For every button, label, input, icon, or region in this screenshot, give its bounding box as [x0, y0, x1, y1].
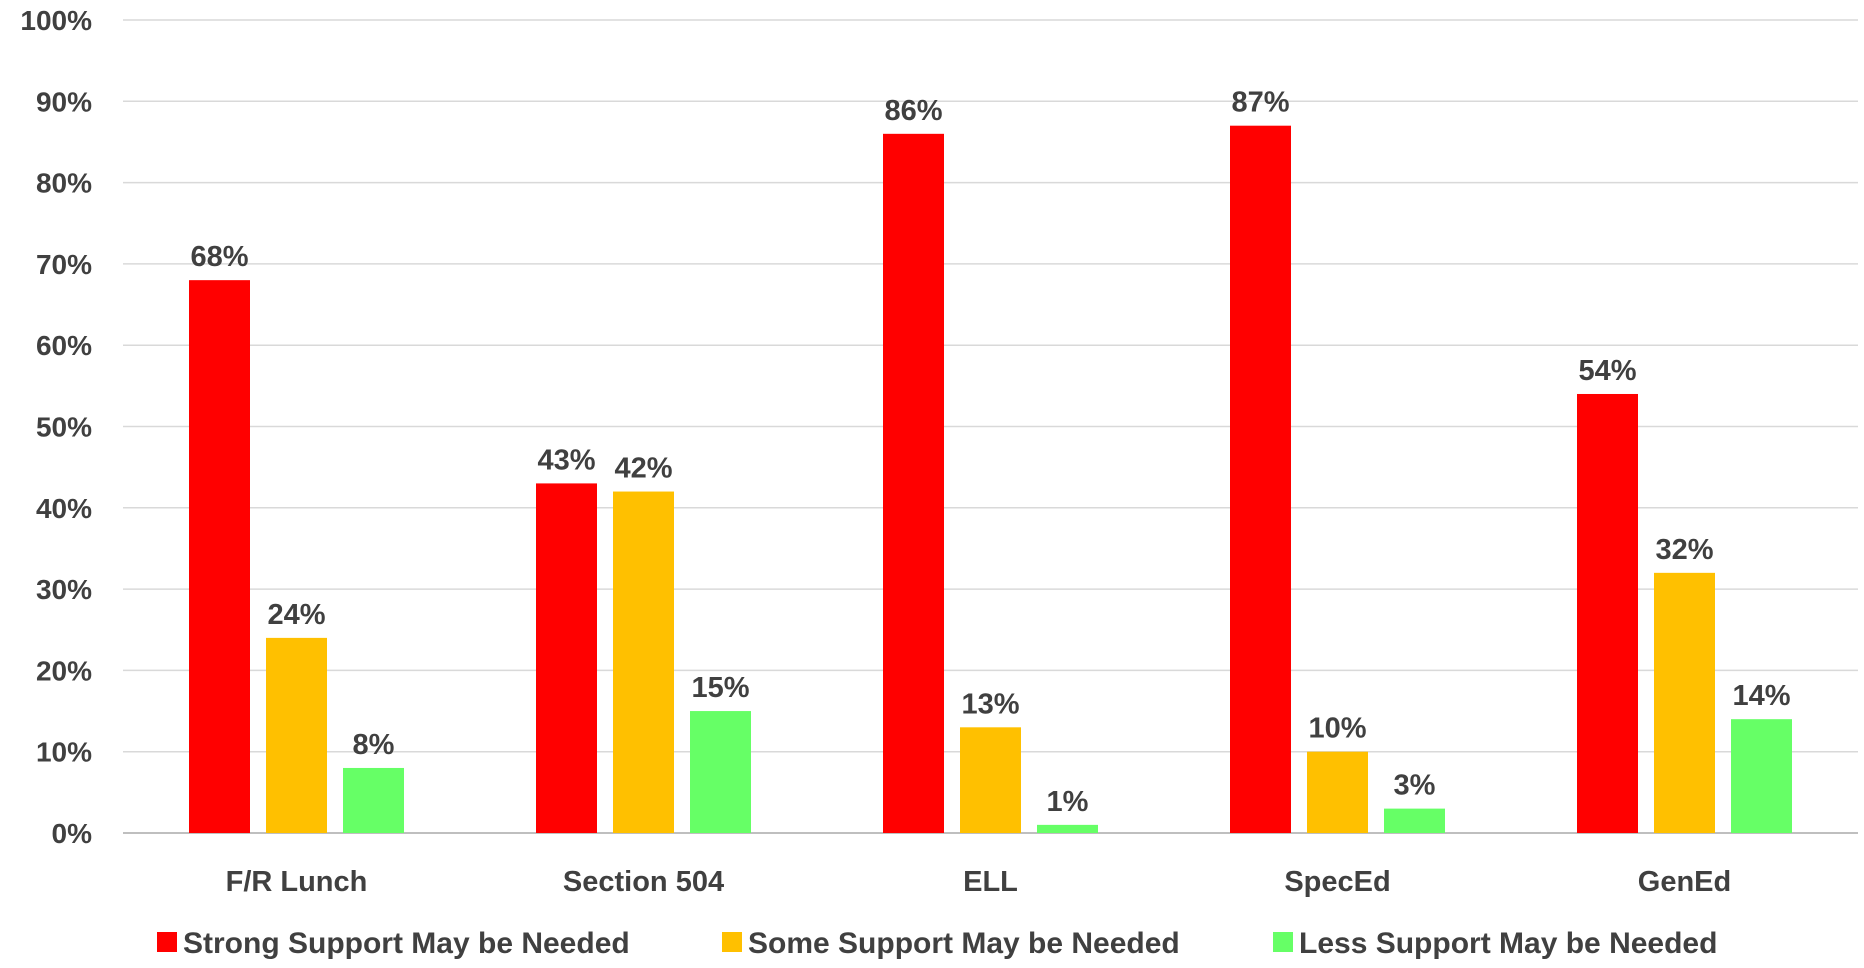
bar: [613, 491, 674, 833]
bar: [1307, 751, 1368, 833]
data-label: 42%: [614, 453, 672, 485]
data-label: 10%: [1308, 713, 1366, 745]
bar: [189, 280, 250, 833]
bars: [189, 125, 1792, 833]
bar: [960, 727, 1021, 833]
legend-item: Strong Support May be Needed: [157, 927, 630, 960]
x-axis-ticks: F/R Lunch Section 504 ELL SpecEd GenEd: [226, 866, 1732, 898]
x-tick-label: SpecEd: [1284, 866, 1390, 898]
y-tick-label: 80%: [36, 168, 92, 199]
legend-swatch: [1273, 932, 1293, 952]
data-label: 54%: [1578, 355, 1636, 387]
legend-label: Strong Support May be Needed: [183, 927, 630, 960]
y-tick-label: 30%: [36, 574, 92, 605]
y-tick-label: 40%: [36, 493, 92, 524]
bar: [1037, 824, 1098, 833]
data-labels: 68% 24% 8% 43% 42% 15% 86% 13% 1% 87% 10% 3% 54% 32% 1…: [190, 87, 1790, 818]
x-tick-label: F/R Lunch: [226, 866, 368, 898]
legend-item: Some Support May be Needed: [722, 927, 1180, 960]
data-label: 68%: [190, 241, 248, 273]
bar: [1654, 572, 1715, 833]
y-tick-label: 90%: [36, 86, 92, 117]
data-label: 15%: [691, 672, 749, 704]
legend-swatch: [722, 932, 742, 952]
data-label: 13%: [961, 688, 1019, 720]
data-label: 24%: [267, 599, 325, 631]
y-tick-label: 0%: [52, 818, 93, 849]
bar: [536, 483, 597, 833]
data-label: 43%: [537, 444, 595, 476]
data-label: 32%: [1655, 534, 1713, 566]
data-label: 3%: [1394, 770, 1436, 802]
y-tick-label: 100%: [20, 5, 92, 36]
data-label: 86%: [884, 95, 942, 127]
bar: [1384, 808, 1445, 833]
bar: [266, 637, 327, 833]
legend-label: Some Support May be Needed: [748, 927, 1180, 960]
x-tick-label: GenEd: [1638, 866, 1731, 898]
y-tick-label: 10%: [36, 737, 92, 768]
bar: [1230, 125, 1291, 833]
data-label: 1%: [1047, 786, 1089, 818]
bar: [690, 711, 751, 833]
legend: Strong Support May be Needed Some Support…: [157, 927, 1717, 960]
y-tick-label: 50%: [36, 412, 92, 443]
y-axis-ticks: 0% 10% 20% 30% 40% 50% 60% 70% 80% 90% 100%: [20, 5, 92, 849]
bar: [343, 767, 404, 833]
gridlines: [123, 19, 1858, 834]
y-tick-label: 20%: [36, 655, 92, 686]
y-tick-label: 60%: [36, 330, 92, 361]
data-label: 8%: [353, 729, 395, 761]
data-label: 14%: [1732, 680, 1790, 712]
bar: [1731, 719, 1792, 833]
y-tick-label: 70%: [36, 249, 92, 280]
bar: [1577, 393, 1638, 833]
data-label: 87%: [1231, 87, 1289, 119]
bar: [883, 133, 944, 833]
legend-label: Less Support May be Needed: [1299, 927, 1717, 960]
x-tick-label: Section 504: [563, 866, 724, 898]
legend-swatch: [157, 932, 177, 952]
x-tick-label: ELL: [963, 866, 1018, 898]
legend-item: Less Support May be Needed: [1273, 927, 1717, 960]
